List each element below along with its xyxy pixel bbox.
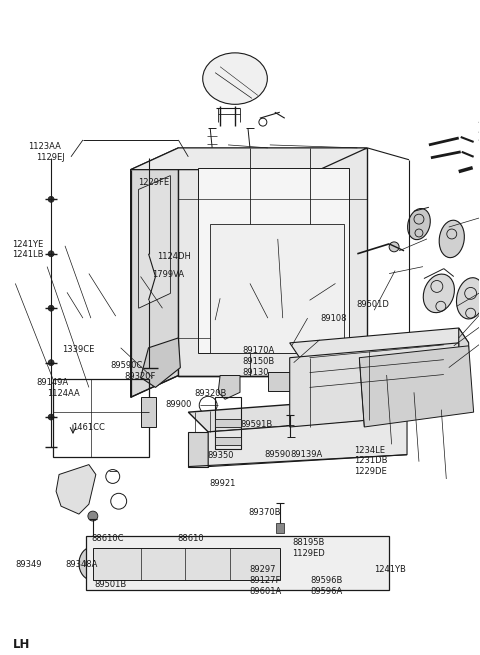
Polygon shape: [208, 417, 407, 466]
Ellipse shape: [79, 547, 107, 580]
Text: 1231DB: 1231DB: [355, 457, 388, 466]
Text: 89349: 89349: [16, 560, 42, 569]
Text: 89370B: 89370B: [249, 508, 281, 517]
Text: 89900: 89900: [166, 400, 192, 409]
Ellipse shape: [203, 53, 267, 104]
Text: 89127F: 89127F: [250, 576, 281, 586]
Bar: [268, 371, 296, 391]
Circle shape: [48, 414, 54, 420]
Text: 89596A: 89596A: [311, 588, 343, 597]
Text: 89320B: 89320B: [194, 389, 227, 398]
Text: 89170A: 89170A: [242, 346, 274, 354]
Text: 89350: 89350: [207, 451, 234, 460]
Text: 1123AA: 1123AA: [28, 142, 60, 151]
Circle shape: [389, 242, 399, 252]
Circle shape: [48, 251, 54, 257]
Text: 1129EJ: 1129EJ: [36, 153, 64, 162]
Bar: [215, 419, 241, 427]
Text: 89130: 89130: [242, 367, 268, 377]
Polygon shape: [131, 148, 179, 398]
Text: 1461CC: 1461CC: [72, 422, 105, 432]
Text: 1229DE: 1229DE: [355, 467, 387, 476]
Text: 1339CE: 1339CE: [62, 345, 95, 354]
Text: 1241YB: 1241YB: [373, 565, 406, 574]
Text: 89921: 89921: [209, 479, 236, 487]
Polygon shape: [459, 328, 468, 412]
Bar: [276, 523, 284, 533]
Text: 89591B: 89591B: [240, 421, 272, 429]
Polygon shape: [290, 343, 459, 427]
Circle shape: [48, 196, 54, 202]
Polygon shape: [290, 328, 468, 358]
Ellipse shape: [456, 278, 480, 319]
Text: 88610: 88610: [177, 534, 204, 543]
Text: 1124AA: 1124AA: [47, 389, 80, 398]
Polygon shape: [360, 346, 474, 427]
Text: 89150B: 89150B: [242, 357, 274, 365]
Text: 89601A: 89601A: [250, 588, 282, 597]
Text: 89348A: 89348A: [66, 560, 98, 569]
Text: 1241LB: 1241LB: [12, 250, 43, 259]
Polygon shape: [139, 176, 170, 309]
Circle shape: [145, 201, 152, 207]
Polygon shape: [131, 148, 367, 170]
Bar: [305, 371, 333, 387]
Circle shape: [145, 335, 152, 341]
Text: 88610C: 88610C: [91, 534, 124, 543]
Ellipse shape: [408, 208, 430, 240]
Bar: [337, 363, 367, 375]
Text: 1129ED: 1129ED: [292, 549, 325, 558]
Text: 89590C: 89590C: [110, 360, 143, 369]
Text: 89297: 89297: [250, 565, 276, 574]
Text: 88195B: 88195B: [292, 538, 325, 547]
Text: 1241YE: 1241YE: [12, 240, 43, 249]
Ellipse shape: [86, 555, 100, 572]
Text: 89596B: 89596B: [311, 576, 343, 586]
Text: 89139A: 89139A: [290, 450, 323, 459]
Polygon shape: [141, 338, 180, 387]
Text: LH: LH: [13, 638, 31, 651]
Polygon shape: [56, 464, 96, 514]
Text: 89501D: 89501D: [357, 299, 389, 309]
Polygon shape: [86, 536, 389, 590]
Polygon shape: [218, 375, 240, 400]
Ellipse shape: [269, 550, 291, 578]
Polygon shape: [188, 398, 407, 432]
Circle shape: [48, 360, 54, 365]
Text: 1234LE: 1234LE: [355, 446, 385, 455]
Polygon shape: [93, 548, 280, 580]
Bar: [215, 437, 241, 445]
Text: 89320F: 89320F: [124, 372, 156, 381]
Bar: [348, 338, 369, 352]
Polygon shape: [179, 148, 367, 375]
Text: 89501B: 89501B: [95, 580, 127, 590]
Text: 89590: 89590: [265, 450, 291, 459]
Circle shape: [48, 305, 54, 311]
Ellipse shape: [423, 274, 455, 312]
Circle shape: [88, 511, 98, 521]
Polygon shape: [188, 432, 208, 466]
Text: 1799VA: 1799VA: [152, 270, 184, 279]
Polygon shape: [198, 168, 349, 353]
Polygon shape: [210, 224, 344, 353]
Bar: [141, 398, 156, 427]
Text: 89108: 89108: [320, 314, 347, 323]
Text: 1229FE: 1229FE: [138, 178, 169, 187]
Bar: [215, 398, 241, 449]
Text: 89149A: 89149A: [36, 378, 68, 387]
Text: 1124DH: 1124DH: [157, 252, 192, 261]
Ellipse shape: [439, 220, 464, 257]
